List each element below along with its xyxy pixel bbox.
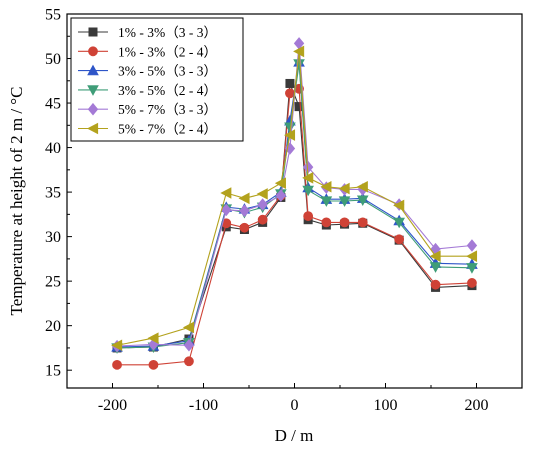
legend-item: 1% - 3%（3 - 3） bbox=[78, 25, 217, 40]
x-tick-label: 200 bbox=[465, 397, 489, 414]
data-point bbox=[467, 278, 477, 288]
legend-label: 5% - 7%（3 - 3） bbox=[118, 102, 217, 117]
y-tick-label: 25 bbox=[45, 274, 61, 291]
data-point bbox=[221, 203, 232, 217]
legend-marker bbox=[87, 102, 99, 116]
data-point bbox=[302, 172, 314, 184]
y-tick-label: 30 bbox=[45, 229, 61, 246]
legend-box bbox=[70, 17, 244, 142]
data-point bbox=[429, 250, 441, 263]
legend-item: 3% - 5%（3 - 3） bbox=[78, 64, 217, 79]
data-point bbox=[293, 59, 305, 70]
legend: 1% - 3%（3 - 3） 1% - 3%（2 - 4） 3% - 5%（3 - … bbox=[70, 17, 244, 142]
data-point bbox=[147, 332, 159, 344]
data-point bbox=[284, 122, 296, 134]
x-tick-label: 100 bbox=[374, 397, 398, 414]
series-line bbox=[116, 51, 472, 346]
data-point bbox=[302, 185, 314, 197]
y-tick-label: 15 bbox=[45, 363, 61, 380]
legend-item: 3% - 5%（2 - 4） bbox=[78, 83, 217, 98]
data-point bbox=[183, 338, 195, 352]
data-point bbox=[256, 188, 268, 200]
data-point bbox=[257, 198, 268, 211]
data-point bbox=[239, 222, 250, 233]
legend-marker bbox=[87, 64, 99, 76]
series-6 bbox=[111, 45, 478, 352]
data-point bbox=[320, 180, 332, 193]
data-point bbox=[184, 356, 194, 367]
series-layer bbox=[111, 37, 478, 370]
data-point bbox=[356, 180, 368, 193]
data-point bbox=[182, 321, 195, 334]
data-point bbox=[394, 234, 405, 245]
y-axis-label: Temperature at height of 2 m / °C bbox=[7, 87, 26, 316]
legend-item: 1% - 3%（2 - 4） bbox=[78, 44, 217, 59]
data-point bbox=[303, 211, 314, 222]
data-point bbox=[430, 279, 441, 290]
data-point bbox=[393, 199, 405, 212]
legend-marker bbox=[88, 46, 98, 57]
data-point bbox=[466, 239, 478, 252]
x-axis-label: D / m bbox=[275, 426, 314, 445]
y-tick-label: 50 bbox=[45, 51, 61, 68]
data-point bbox=[339, 217, 350, 228]
x-tick-label: -100 bbox=[189, 397, 218, 414]
y-tick-label: 45 bbox=[45, 96, 61, 113]
data-point bbox=[393, 217, 405, 229]
data-point bbox=[466, 263, 478, 274]
data-point bbox=[356, 195, 369, 207]
data-point bbox=[257, 214, 268, 225]
y-tick-label: 20 bbox=[45, 318, 61, 335]
y-tick-label: 35 bbox=[45, 185, 61, 202]
y-tick-label: 55 bbox=[45, 7, 61, 24]
data-point bbox=[320, 196, 333, 207]
data-point bbox=[357, 217, 368, 228]
y-tick-label: 40 bbox=[45, 140, 61, 157]
data-point bbox=[239, 204, 250, 218]
data-point bbox=[338, 196, 351, 207]
data-point bbox=[321, 217, 332, 228]
data-point bbox=[293, 45, 305, 58]
x-axis: -200 -100 0 100 200 bbox=[66, 383, 523, 414]
legend-label: 3% - 5%（2 - 4） bbox=[118, 83, 217, 98]
legend-marker bbox=[87, 122, 99, 135]
data-point bbox=[112, 359, 122, 370]
legend-label: 1% - 3%（3 - 3） bbox=[118, 25, 217, 40]
legend-label: 3% - 5%（3 - 3） bbox=[118, 64, 217, 79]
legend-item: 5% - 7%（2 - 4） bbox=[78, 122, 217, 137]
data-point bbox=[285, 78, 295, 88]
data-point bbox=[111, 339, 123, 352]
x-tick-label: -200 bbox=[98, 397, 127, 414]
y-axis: 15 20 25 30 35 40 45 50 55 bbox=[45, 7, 72, 380]
legend-marker bbox=[88, 27, 98, 37]
legend-item: 5% - 7%（3 - 3） bbox=[78, 102, 217, 117]
data-point bbox=[274, 177, 286, 189]
data-point bbox=[284, 129, 296, 141]
data-point bbox=[338, 182, 350, 195]
x-tick-label: 0 bbox=[291, 397, 299, 414]
data-point bbox=[148, 359, 159, 370]
legend-label: 1% - 3%（2 - 4） bbox=[118, 44, 217, 59]
data-point bbox=[284, 142, 296, 155]
legend-marker bbox=[87, 85, 99, 96]
data-point bbox=[238, 192, 250, 205]
data-point bbox=[429, 262, 442, 273]
data-point bbox=[466, 250, 478, 263]
data-point bbox=[220, 187, 232, 199]
legend-label: 5% - 7%（2 - 4） bbox=[118, 122, 217, 137]
data-point bbox=[275, 189, 287, 202]
